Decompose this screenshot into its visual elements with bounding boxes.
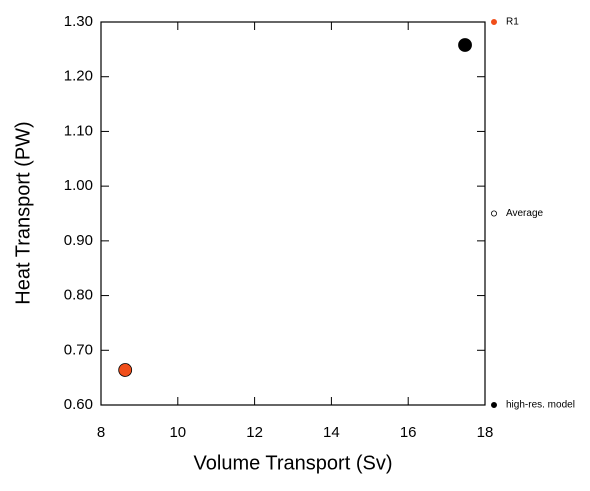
y-tick-label: 0.90 [64,232,93,249]
x-axis-label: Volume Transport (Sv) [194,452,393,474]
y-tick-label: 0.80 [64,287,93,304]
y-tick-label: 1.30 [64,13,93,30]
legend-label: high-res. model [506,400,575,411]
y-tick-label: 1.20 [64,68,93,85]
legend-marker [490,401,497,408]
plot-frame [100,21,486,406]
legend-marker [490,210,497,217]
point [118,363,133,377]
legend-label: Average [506,208,544,219]
y-axis-label: Heat Transport (PW) [12,121,34,304]
x-tick-label: 14 [323,424,340,441]
point [458,38,472,52]
legend-marker [490,18,497,25]
y-tick-label: 1.00 [64,177,93,194]
y-tick-label: 1.10 [64,122,93,139]
y-tick-label: 0.70 [64,341,93,358]
x-tick-label: 8 [97,424,105,441]
legend-label: R1 [506,17,519,28]
x-tick-label: 10 [169,424,186,441]
y-tick-label: 0.60 [64,396,93,413]
x-tick-label: 18 [477,424,494,441]
x-tick-label: 16 [400,424,417,441]
x-tick-label: 12 [246,424,263,441]
